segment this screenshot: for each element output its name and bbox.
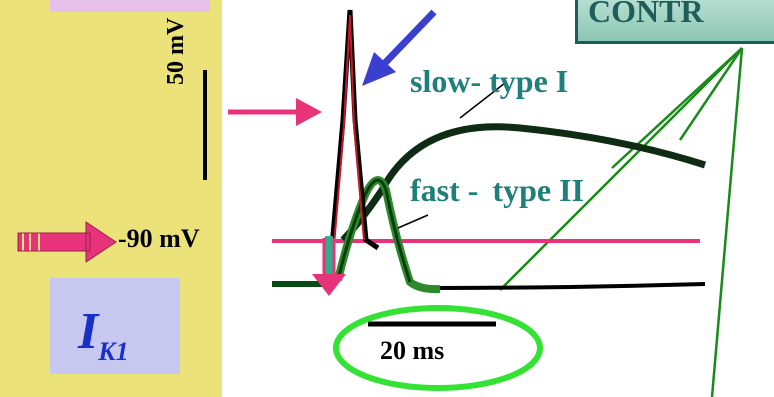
- resting-potential-arrow-icon: [17, 221, 117, 263]
- resting-potential-label: -90 mV: [118, 224, 200, 253]
- slow-trace: [340, 123, 707, 243]
- ik1-subscript: K1: [98, 337, 129, 366]
- voltage-scale-label: 50 mV: [163, 17, 189, 85]
- hyperpolarization-arrow-icon: [312, 236, 346, 296]
- spike-trace-red: [332, 14, 365, 259]
- callout-lines: [499, 47, 744, 397]
- fast-fiber-label: fast - type II: [410, 172, 584, 209]
- fast-label-leader: [397, 214, 429, 229]
- ik1-label: IK1: [78, 302, 129, 367]
- fast-fiber-suffix: type II: [492, 172, 584, 208]
- pink-arrow-icon: [228, 98, 322, 126]
- fast-trace-inner: [336, 178, 412, 283]
- blue-arrow-icon: [362, 9, 437, 86]
- ik1-box: [50, 278, 180, 374]
- slow-fiber-label: slow- type I: [410, 63, 569, 99]
- control-box-label: CONTR: [588, 0, 704, 29]
- top-pink-box: [50, 0, 210, 12]
- ik1-main: I: [78, 303, 99, 360]
- time-scale-ellipse: [333, 305, 543, 391]
- control-box: CONTR: [575, 0, 774, 44]
- slow-label-leader: [459, 82, 506, 119]
- time-scale-label: 20 ms: [380, 336, 445, 365]
- black-baseline: [429, 282, 706, 290]
- fast-fiber-prefix: fast -: [410, 172, 479, 208]
